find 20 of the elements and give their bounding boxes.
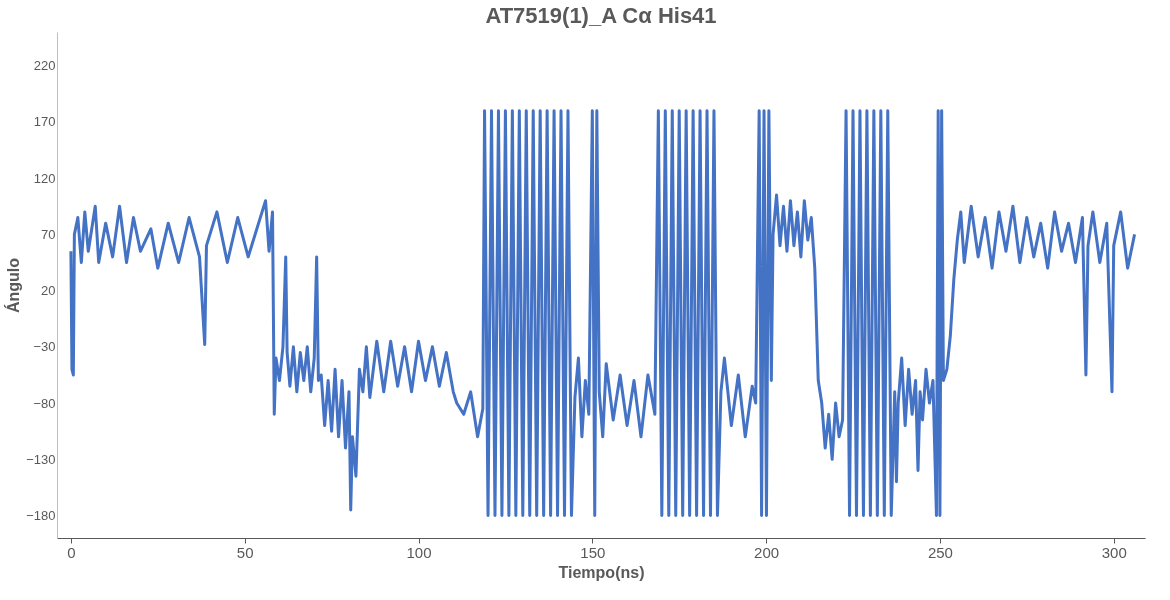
x-tick-label: 0 <box>67 543 76 561</box>
line-series <box>69 109 1137 518</box>
y-tick-label: −180 <box>26 508 56 524</box>
y-tick-label: −30 <box>33 339 56 355</box>
y-tick-label: −130 <box>26 451 56 467</box>
y-tick-label: 220 <box>33 58 56 74</box>
y-tick-label: 20 <box>41 283 56 299</box>
x-tick-label: 100 <box>406 543 432 561</box>
x-tick-label: 200 <box>754 543 780 561</box>
chart-title: AT7519(1)_A Cα His41 <box>485 3 717 28</box>
y-tick-label: 70 <box>41 226 56 242</box>
x-tick-label: 250 <box>927 543 953 561</box>
x-tick-label: 50 <box>236 543 254 561</box>
x-axis-title: Tiempo(ns) <box>558 563 645 581</box>
y-tick-label: −80 <box>33 395 56 411</box>
y-tick-label: 120 <box>33 170 56 186</box>
y-axis-title: Ángulo <box>4 257 23 314</box>
x-tick-label: 150 <box>580 543 606 561</box>
y-tick-label: 170 <box>33 114 56 130</box>
x-tick-label: 300 <box>1101 543 1127 561</box>
